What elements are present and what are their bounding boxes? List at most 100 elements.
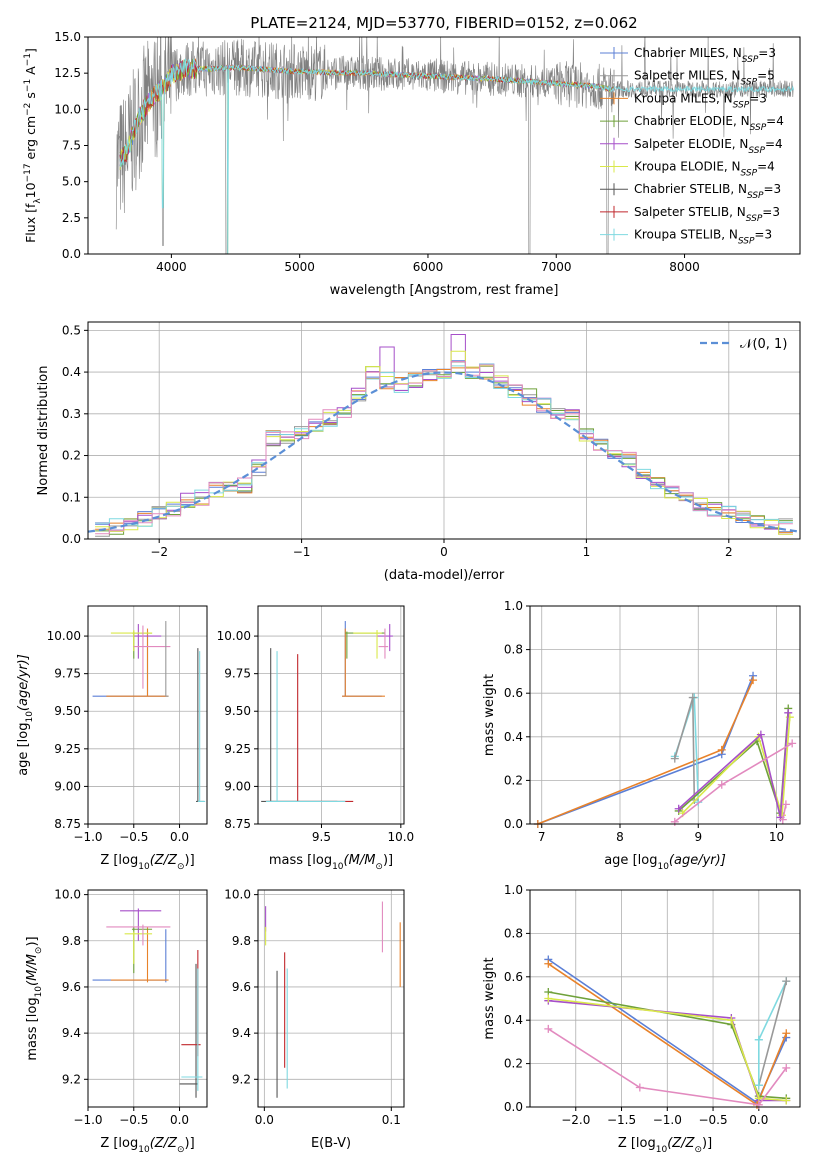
mass-vs-Z-ytick-label: 9.2 xyxy=(62,1072,81,1086)
massweight-vs-Z-xtick-label: 0.0 xyxy=(749,1113,768,1127)
label-part: SSP xyxy=(747,191,764,201)
mass-vs-EBV-ytick-label: 9.6 xyxy=(232,980,251,994)
label-part: =3 xyxy=(762,205,780,219)
label-part: ] xyxy=(23,48,38,53)
label-part: Chabrier STELIB, N xyxy=(634,182,747,196)
label-part: Salpeter MILES, N xyxy=(634,69,741,83)
massweight-vs-age-point-marker xyxy=(781,800,790,809)
massweight-vs-age-xtick-label: 7 xyxy=(538,830,546,844)
label-part: SSP xyxy=(738,237,755,247)
label-part: 10 xyxy=(657,862,669,872)
mass-vs-Z-xlabel: Z [log10(Z/Z⊙)] xyxy=(100,1136,194,1155)
label-part: ⊙ xyxy=(177,862,185,872)
mass-vs-EBV-xtick-label: 0.0 xyxy=(255,1113,274,1127)
spectrum-xtick-label: 7000 xyxy=(541,260,572,274)
massweight-vs-age-point-marker xyxy=(785,713,794,722)
massweight-vs-Z-series-line xyxy=(548,997,787,1102)
label-part: 10 xyxy=(25,711,35,723)
legend-entry: Chabrier MILES, NSSP=3 xyxy=(634,46,776,65)
mass-vs-EBV-ytick-label: 10.0 xyxy=(224,888,251,902)
label-part: Z [log xyxy=(618,1136,656,1151)
massweight-vs-age-point-marker xyxy=(674,804,683,813)
massweight-vs-age-series-line xyxy=(537,679,754,824)
age-vs-mass-xtick-label: 10.0 xyxy=(387,830,414,844)
label-part: (age/yr)] xyxy=(669,853,726,868)
age-vs-Z-ytick-label: 10.00 xyxy=(47,629,81,643)
spectrum-ytick-label: 10.0 xyxy=(54,102,81,116)
label-part: Kroupa ELODIE, N xyxy=(634,160,741,174)
legend-entry: 𝒩(0, 1) xyxy=(740,337,787,352)
age-vs-Z-frame xyxy=(87,605,208,825)
massweight-vs-Z-point-marker xyxy=(782,977,791,986)
label-part: ⊙ xyxy=(177,1145,185,1155)
label-part: mass [log xyxy=(269,853,332,868)
massweight-vs-Z-point-marker xyxy=(754,1081,763,1090)
label-part: ⊙ xyxy=(34,947,44,955)
mass-vs-Z-frame xyxy=(87,889,208,1108)
mass-vs-Z-ylabel-group: mass [log10(M/M⊙)] xyxy=(25,936,44,1060)
label-part: age [log xyxy=(16,723,31,776)
massweight-vs-Z-ylabel-group: mass weight xyxy=(482,957,497,1039)
massweight-vs-Z-frame xyxy=(529,889,801,1108)
massweight-vs-age-ylabel-group: mass weight xyxy=(482,674,497,756)
label-part: Kroupa MILES, N xyxy=(634,91,733,105)
label-part: (Z/Z xyxy=(150,853,178,868)
spectrum-ytick-label: 12.5 xyxy=(54,66,81,80)
label-part: )] xyxy=(185,1136,195,1151)
label-part: −2 xyxy=(23,103,33,116)
residual-histogram xyxy=(95,361,793,535)
mass-vs-Z-ytick-label: 9.6 xyxy=(62,980,81,994)
mass-vs-Z-xtick-label: −0.5 xyxy=(119,1113,148,1127)
label-part: SSP xyxy=(748,146,765,156)
massweight-vs-Z-series-line xyxy=(758,980,788,1041)
age-vs-Z-ytick-label: 9.50 xyxy=(54,704,81,718)
residual-histogram xyxy=(95,350,793,535)
age-vs-Z-ytick-label: 8.75 xyxy=(54,817,81,831)
label-part: (Z/Z xyxy=(150,1136,178,1151)
residuals-xtick-label: −1 xyxy=(293,545,311,559)
massweight-vs-age-point-marker xyxy=(688,693,697,702)
spectrum-ytick-label: 5.0 xyxy=(62,175,81,189)
label-part: ⊙ xyxy=(375,862,383,872)
label-part: =3 xyxy=(754,228,772,242)
label-part: 10 xyxy=(34,986,44,998)
label-part: erg cm xyxy=(23,116,38,164)
age-vs-mass-xtick-label: 9.5 xyxy=(312,830,331,844)
label-part: )] xyxy=(383,853,393,868)
massweight-vs-Z-series-line xyxy=(758,980,788,1086)
age-vs-Z-xtick-label: −0.5 xyxy=(119,830,148,844)
mass-vs-EBV-ytick-label: 9.8 xyxy=(232,934,251,948)
mass-vs-EBV-ytick-label: 9.2 xyxy=(232,1072,251,1086)
massweight-vs-Z-point-marker xyxy=(754,1035,763,1044)
massweight-vs-age-point-marker xyxy=(717,780,726,789)
mass-vs-Z-ytick-label: 9.8 xyxy=(62,934,81,948)
massweight-vs-age-point-marker xyxy=(749,676,758,685)
residuals-xtick-label: 1 xyxy=(583,545,591,559)
age-vs-Z-xtick-label: −1.0 xyxy=(73,830,102,844)
spectrum-xtick-label: 4000 xyxy=(156,260,187,274)
spectrum-model-line xyxy=(119,58,795,254)
gaussian-curve xyxy=(88,371,800,533)
residuals-ytick-label: 0.5 xyxy=(62,323,81,337)
massweight-vs-Z-ytick-label: 0.6 xyxy=(504,970,523,984)
label-part: (M/M xyxy=(344,853,376,868)
label-part: Salpeter ELODIE, N xyxy=(634,137,748,151)
massweight-vs-Z-xtick-label: −1.5 xyxy=(607,1113,636,1127)
residuals-ytick-label: 0.2 xyxy=(62,449,81,463)
label-part: Kroupa STELIB, N xyxy=(634,228,738,242)
age-vs-mass-ytick-label: 9.25 xyxy=(224,742,251,756)
spectrum-title: PLATE=2124, MJD=53770, FIBERID=0152, z=0… xyxy=(250,14,637,32)
massweight-vs-age-point-marker xyxy=(788,739,797,748)
label-part: −1 xyxy=(23,79,33,92)
massweight-vs-age-point-marker xyxy=(670,754,679,763)
label-part: =4 xyxy=(766,114,784,128)
massweight-vs-age-xtick-label: 8 xyxy=(616,830,624,844)
age-vs-mass-ytick-label: 9.75 xyxy=(224,667,251,681)
age-vs-Z-xtick-label: 0.0 xyxy=(170,830,189,844)
spectrum-ylabel-group: Flux [fλ10−17 erg cm−2 s−1 A−1] xyxy=(23,48,43,243)
age-vs-mass-ytick-label: 8.75 xyxy=(224,817,251,831)
massweight-vs-Z-point-marker xyxy=(782,1096,791,1105)
massweight-vs-age-series-line xyxy=(674,742,793,823)
residuals-xtick-label: −2 xyxy=(150,545,168,559)
spectrum-model-line xyxy=(119,60,614,254)
